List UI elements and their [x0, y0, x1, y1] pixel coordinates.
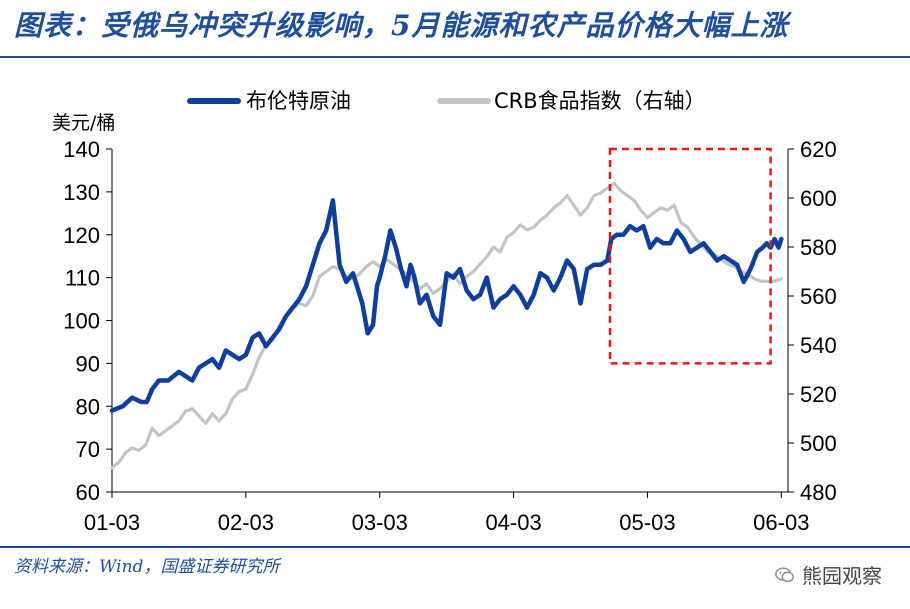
left-tick-label: 130: [63, 180, 100, 205]
right-tick-label: 480: [800, 480, 837, 505]
legend-label-brent: 布伦特原油: [246, 89, 351, 113]
series-line-brent: [109, 198, 784, 413]
right-tick-label: 520: [800, 382, 837, 407]
right-tick-label: 600: [800, 186, 837, 211]
left-tick-label: 90: [76, 351, 100, 376]
x-tick-label: 05-03: [619, 510, 675, 535]
left-tick-label: 110: [65, 266, 100, 291]
x-tick-label: 02-03: [218, 510, 274, 535]
right-tick-label: 540: [800, 333, 837, 358]
right-tick-label: 620: [800, 137, 837, 162]
left-tick-label: 120: [63, 223, 100, 248]
left-tick-label: 70: [76, 437, 100, 462]
right-tick-label: 500: [800, 431, 837, 456]
left-tick-label: 100: [63, 309, 100, 334]
series-layer: [109, 181, 784, 470]
legend-label-crb: CRB食品指数（右轴）: [494, 89, 706, 113]
x-axis: 01-03 02-03 03-03 04-03 05-03 06-03: [84, 491, 809, 535]
left-y-axis: 60 70 80 90 100 110 120 130 140: [63, 137, 113, 505]
title-rule: [0, 56, 910, 58]
highlight-layer: [608, 147, 772, 365]
left-tick-label: 60: [76, 480, 100, 505]
left-tick-label: 80: [76, 394, 100, 419]
x-tick-label: 01-03: [84, 510, 140, 535]
chart-title: 图表：受俄乌冲突升级影响，5月能源和农产品价格大幅上涨: [14, 9, 789, 42]
x-tick-label: 04-03: [485, 510, 541, 535]
right-tick-label: 580: [800, 235, 837, 260]
x-tick-label: 03-03: [352, 510, 408, 535]
left-tick-label: 140: [63, 137, 100, 162]
x-tick-label: 06-03: [753, 510, 809, 535]
highlight-box: [608, 147, 772, 365]
watermark-text: 熊园观察: [802, 564, 882, 588]
dual-axis-line-chart: 60 70 80 90 100 110 120 130 140 480 500 520 540 560 5…: [52, 89, 837, 535]
right-y-axis: 480 500 520 540 560 580 600 620: [787, 137, 837, 505]
source-note: 资料来源：Wind，国盛证券研究所: [14, 557, 280, 577]
watermark: 熊园观察: [774, 560, 882, 589]
legend: 布伦特原油 CRB食品指数（右轴）: [187, 89, 706, 113]
right-tick-label: 560: [800, 284, 837, 309]
left-axis-unit: 美元/桶: [52, 112, 115, 134]
footer-rule: [0, 546, 910, 548]
series-line-crb: [110, 181, 783, 470]
wechat-icon: [775, 566, 794, 582]
